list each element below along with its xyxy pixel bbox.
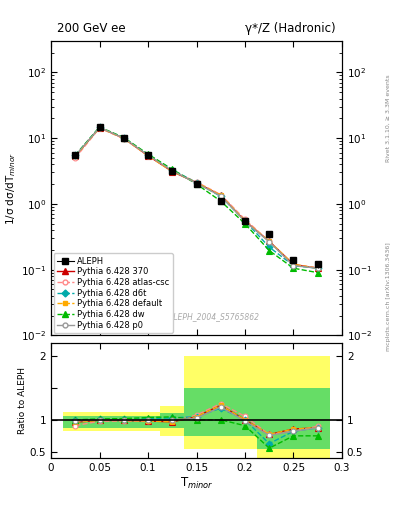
Legend: ALEPH, Pythia 6.428 370, Pythia 6.428 atlas-csc, Pythia 6.428 d6t, Pythia 6.428 : ALEPH, Pythia 6.428 370, Pythia 6.428 at… bbox=[53, 253, 173, 333]
Text: 200 GeV ee: 200 GeV ee bbox=[57, 22, 125, 35]
Y-axis label: Ratio to ALEPH: Ratio to ALEPH bbox=[18, 367, 27, 434]
Text: Rivet 3.1.10, ≥ 3.3M events: Rivet 3.1.10, ≥ 3.3M events bbox=[386, 74, 391, 162]
Text: mcplots.cern.ch [arXiv:1306.3436]: mcplots.cern.ch [arXiv:1306.3436] bbox=[386, 243, 391, 351]
Text: ALEPH_2004_S5765862: ALEPH_2004_S5765862 bbox=[169, 312, 259, 321]
X-axis label: T$_{minor}$: T$_{minor}$ bbox=[180, 476, 213, 491]
Y-axis label: 1/σ dσ/dT$_{minor}$: 1/σ dσ/dT$_{minor}$ bbox=[4, 152, 18, 225]
Text: γ*/Z (Hadronic): γ*/Z (Hadronic) bbox=[246, 22, 336, 35]
